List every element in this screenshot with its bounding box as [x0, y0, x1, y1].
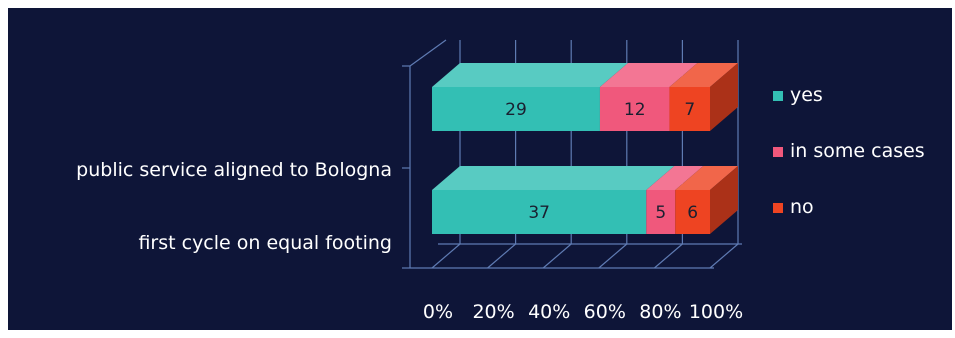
bar-segment: 29	[432, 63, 628, 131]
bar-front-face	[675, 190, 710, 234]
legend-item: yes	[773, 84, 823, 106]
data-label: 7	[684, 100, 695, 120]
axes	[402, 39, 742, 269]
x-tick-label: 20%	[472, 301, 514, 323]
floor-gridline	[487, 243, 516, 269]
floor-gridline	[709, 243, 739, 269]
floor-gridline	[598, 243, 628, 269]
bar-top-face	[669, 63, 738, 87]
x-tick-label: 0%	[423, 301, 453, 323]
bar-segment: 5	[646, 166, 704, 234]
bars: 29 12 7 37 5 6	[432, 63, 738, 234]
bar-segment: 37	[432, 166, 675, 234]
bar-top-face	[646, 166, 704, 190]
bar-top-face	[675, 166, 738, 190]
legend-label: yes	[790, 84, 823, 106]
bar-segment: 6	[675, 166, 738, 234]
x-tick-label: 40%	[528, 301, 570, 323]
legend-item: in some cases	[773, 140, 925, 162]
bar-front-face	[432, 87, 600, 131]
legend: yes in some cases no	[773, 84, 925, 218]
bar-front-face	[669, 87, 710, 131]
x-tick-label: 60%	[584, 301, 626, 323]
bar-side-face	[710, 63, 738, 131]
legend-swatch	[773, 91, 783, 101]
bar-front-face	[646, 190, 676, 234]
bar-segment: 7	[669, 63, 738, 131]
data-label: 37	[528, 203, 550, 223]
bar-segment: 12	[599, 63, 698, 131]
bar-side-face	[710, 166, 738, 234]
wall-top-edge	[409, 39, 447, 67]
x-tick-label: 80%	[639, 301, 681, 323]
tick-labels: 0% 20% 40% 60% 80% 100%	[423, 301, 743, 323]
bar-top-face	[599, 63, 698, 87]
bar-top-face	[432, 63, 628, 87]
data-label: 12	[624, 100, 646, 120]
bar-front-face	[432, 190, 647, 234]
bar-top-face	[432, 166, 675, 190]
floor-gridline	[542, 243, 572, 269]
legend-swatch	[773, 147, 783, 157]
data-label: 29	[505, 100, 527, 120]
data-label: 6	[687, 203, 698, 223]
category-label: first cycle on equal footing	[138, 232, 392, 254]
x-tick-label: 100%	[689, 301, 743, 323]
category-label: public service aligned to Bologna	[76, 159, 392, 181]
legend-label: no	[790, 196, 814, 218]
category-labels: public service aligned to Bologna first c…	[76, 159, 392, 254]
floor-gridline	[654, 243, 683, 269]
legend-swatch	[773, 203, 783, 213]
data-label: 5	[655, 203, 666, 223]
legend-label: in some cases	[790, 140, 925, 162]
floor-gridline	[431, 243, 461, 269]
legend-item: no	[773, 196, 814, 218]
bar-front-face	[599, 87, 670, 131]
